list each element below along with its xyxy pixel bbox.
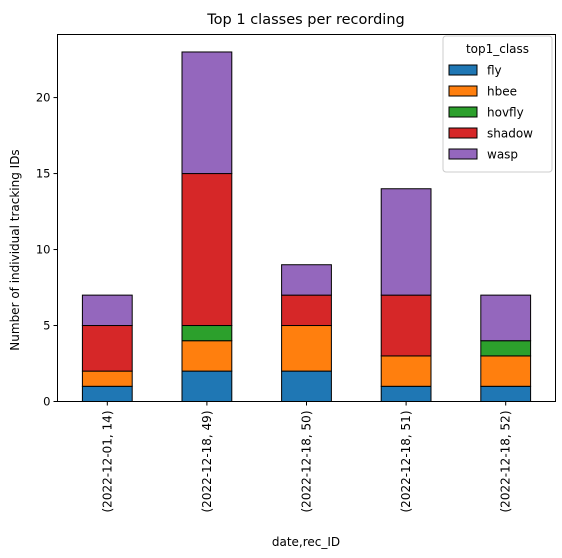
bar-shadow-2 xyxy=(281,294,332,327)
bar-fly-0 xyxy=(81,385,133,403)
bar-shadow-0 xyxy=(81,325,133,372)
bar-fly-1 xyxy=(181,370,233,403)
bar-shadow-3 xyxy=(380,294,432,357)
x-axis: (2022-12-01, 14) (2022-12-18, 49) (2022-12… xyxy=(100,401,513,513)
legend-label-hovfly: hovfly xyxy=(487,106,524,120)
y-axis-label: Number of individual tracking IDs xyxy=(8,149,22,350)
bar-hbee-2 xyxy=(281,325,332,372)
y-tick-label-1: 5 xyxy=(43,319,50,333)
y-tick-label-4: 20 xyxy=(36,91,51,105)
legend-label-hbee: hbee xyxy=(487,85,517,99)
bar-fly-2 xyxy=(281,370,332,403)
y-tick-label-0: 0 xyxy=(43,395,50,409)
x-tick-label-0: (2022-12-01, 14) xyxy=(100,411,114,513)
bar-hovfly-4 xyxy=(480,340,532,357)
legend-swatch-hbee xyxy=(448,85,478,97)
legend-label-shadow: shadow xyxy=(487,127,533,141)
bar-hbee-4 xyxy=(480,355,532,387)
legend-label-wasp: wasp xyxy=(487,148,518,162)
bars-layer xyxy=(81,51,532,403)
legend-swatch-wasp xyxy=(448,148,478,160)
y-axis: 0 5 10 15 20 xyxy=(36,91,58,409)
x-axis-label: date,rec_ID xyxy=(272,535,340,549)
bar-wasp-1 xyxy=(181,51,233,175)
bar-fly-3 xyxy=(380,385,432,403)
bar-wasp-2 xyxy=(281,264,332,296)
bar-hovfly-1 xyxy=(181,325,233,342)
bar-wasp-3 xyxy=(380,188,432,296)
bar-wasp-0 xyxy=(81,294,133,327)
bar-shadow-1 xyxy=(181,173,233,327)
legend-swatch-shadow xyxy=(448,127,478,139)
y-tick-label-3: 15 xyxy=(36,167,51,181)
plot-frame xyxy=(57,34,556,402)
bar-wasp-4 xyxy=(480,294,532,342)
legend-swatch-fly xyxy=(448,64,478,76)
y-tick-label-2: 10 xyxy=(36,243,51,257)
bar-hbee-1 xyxy=(181,340,233,372)
x-tick-label-1: (2022-12-18, 49) xyxy=(200,411,214,513)
legend-title: top1_class xyxy=(466,42,529,56)
legend-label-fly: fly xyxy=(487,64,502,78)
bar-hbee-0 xyxy=(81,370,133,387)
bar-fly-4 xyxy=(480,385,532,403)
x-tick-label-4: (2022-12-18, 52) xyxy=(499,411,513,513)
chart-title: Top 1 classes per recording xyxy=(206,12,404,28)
legend-swatch-hovfly xyxy=(448,106,478,118)
x-tick-label-2: (2022-12-18, 50) xyxy=(300,411,314,513)
bar-hbee-3 xyxy=(380,355,432,387)
x-tick-label-3: (2022-12-18, 51) xyxy=(399,411,413,513)
